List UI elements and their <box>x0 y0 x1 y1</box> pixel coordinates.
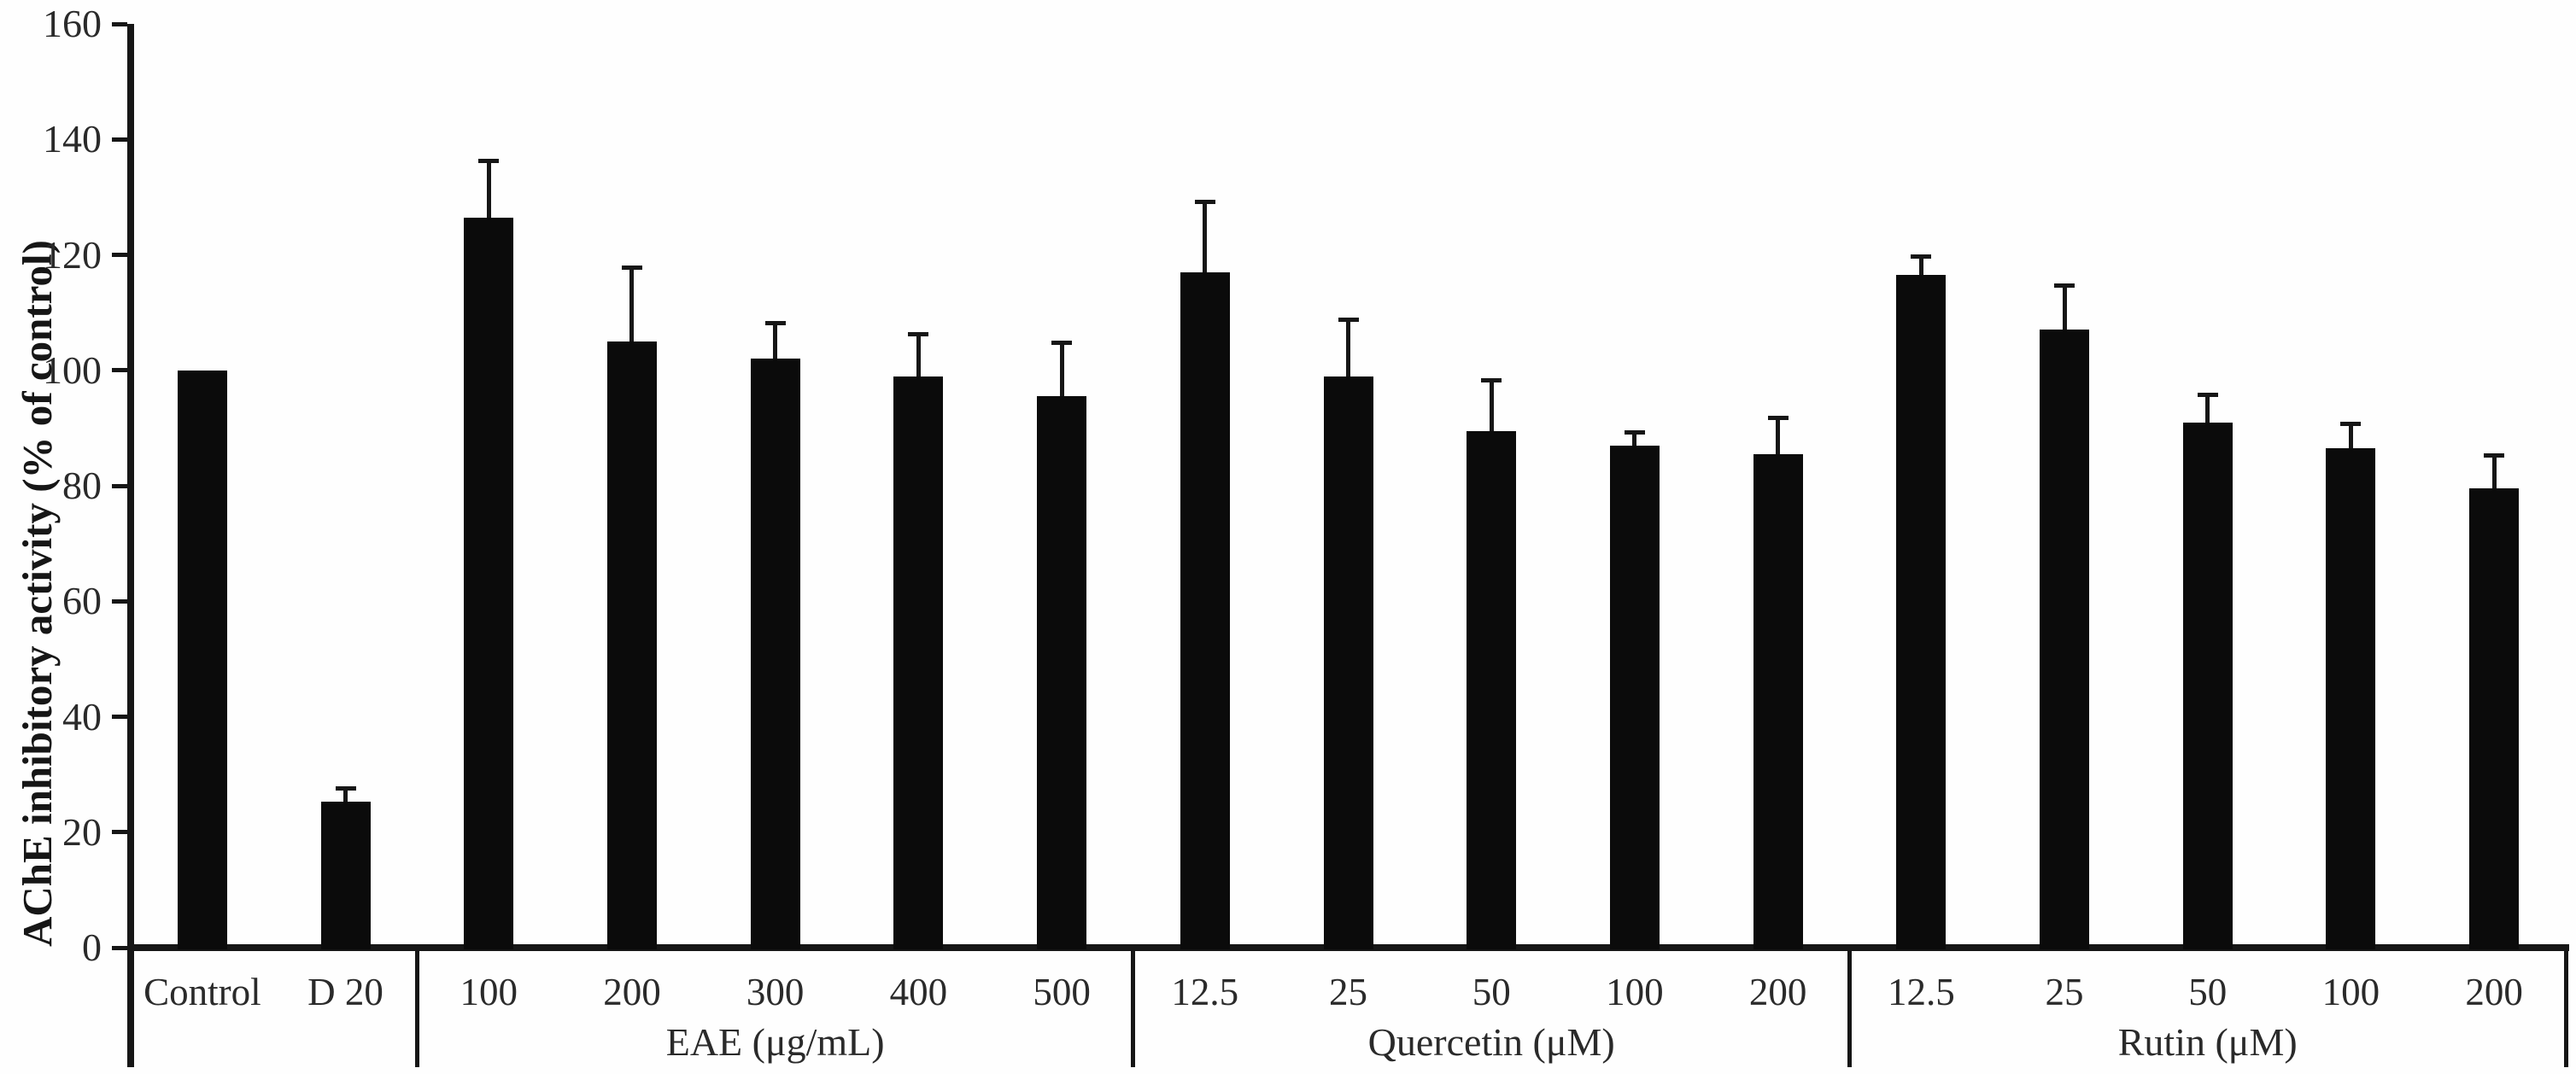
category-label: 400 <box>889 971 948 1013</box>
error-bar-cap <box>1911 254 1932 259</box>
category-label: 50 <box>2188 971 2228 1013</box>
category-label: 12.5 <box>1887 971 1955 1013</box>
bar <box>2182 422 2233 949</box>
category-label: 12.5 <box>1171 971 1239 1013</box>
bar <box>893 376 944 949</box>
error-bar-cap <box>1624 430 1645 435</box>
bar <box>177 370 227 949</box>
bar <box>1896 275 1947 949</box>
category-label: D 20 <box>307 971 383 1013</box>
y-tick-label: 60 <box>62 579 102 623</box>
error-bar-whisker <box>2348 424 2353 449</box>
bar <box>1753 453 1803 949</box>
error-bar-whisker <box>343 790 348 802</box>
category-label: 200 <box>1748 971 1807 1013</box>
y-tick <box>112 137 127 142</box>
error-bar-whisker <box>2062 286 2067 330</box>
error-bar-cap <box>2340 421 2362 426</box>
category-label: 500 <box>1033 971 1091 1013</box>
error-bar-whisker <box>1346 321 1350 376</box>
error-bar-whisker <box>773 324 778 359</box>
group-separator <box>1847 948 1852 1067</box>
y-axis-line <box>127 24 134 1067</box>
error-bar-whisker <box>2491 457 2497 489</box>
error-bar-cap <box>335 786 356 791</box>
error-bar-whisker <box>1776 419 1781 454</box>
group-separator <box>414 948 419 1067</box>
error-bar-cap <box>478 159 500 164</box>
error-bar-cap <box>1481 378 1502 383</box>
category-label: Control <box>143 971 261 1013</box>
error-bar-whisker <box>1203 202 1208 272</box>
group-separator <box>2563 948 2568 1067</box>
bar <box>1467 430 1517 949</box>
error-bar-cap <box>764 320 786 325</box>
y-tick <box>112 715 127 719</box>
error-bar-whisker <box>1632 434 1637 446</box>
bar <box>2326 448 2376 949</box>
error-bar-whisker <box>629 269 635 341</box>
bar <box>464 217 514 949</box>
y-tick-label: 20 <box>62 809 102 854</box>
error-bar-whisker <box>1059 344 1064 397</box>
category-label: 100 <box>460 971 518 1013</box>
y-tick-label: 100 <box>43 347 102 392</box>
y-tick-label: 120 <box>43 232 102 277</box>
y-tick <box>112 830 127 835</box>
bar <box>2469 488 2520 949</box>
bar <box>1323 376 1373 949</box>
group-separator <box>1131 948 1136 1067</box>
category-label: 25 <box>2045 971 2084 1013</box>
bar <box>750 359 800 949</box>
y-tick <box>112 598 127 604</box>
error-bar-cap <box>1051 341 1073 346</box>
error-bar-whisker <box>1489 382 1494 431</box>
error-bar-cap <box>2197 393 2218 398</box>
bar <box>606 341 657 949</box>
error-bar-whisker <box>1918 257 1923 276</box>
y-tick-label: 140 <box>43 117 102 161</box>
error-bar-cap <box>1194 199 1215 204</box>
bar <box>1180 271 1230 949</box>
category-label: 300 <box>746 971 805 1013</box>
group-label: EAE (μg/mL) <box>665 1020 885 1064</box>
y-tick <box>112 483 127 488</box>
category-label: 100 <box>2321 971 2380 1013</box>
y-tick <box>112 253 127 257</box>
group-label: Quercetin (μM) <box>1367 1020 1615 1064</box>
error-bar-cap <box>1338 318 1359 323</box>
error-bar-cap <box>621 266 642 271</box>
bar <box>320 801 371 949</box>
category-label: 50 <box>1472 971 1511 1013</box>
error-bar-cap <box>2054 283 2075 288</box>
error-bar-whisker <box>916 336 921 376</box>
y-tick-label: 0 <box>82 925 102 969</box>
bar <box>1609 445 1660 949</box>
category-label: 25 <box>1328 971 1367 1013</box>
error-bar-cap <box>2484 453 2505 458</box>
bar <box>1037 396 1087 949</box>
group-label: Rutin (μM) <box>2117 1020 2298 1064</box>
y-axis-label: AChE inhibitory activity (% of control) <box>14 240 61 947</box>
category-label: 200 <box>2465 971 2523 1013</box>
category-label: 200 <box>603 971 661 1013</box>
y-tick <box>112 368 127 373</box>
y-tick <box>112 21 127 26</box>
bar <box>2040 330 2090 949</box>
error-bar-cap <box>1767 416 1789 421</box>
category-label: 100 <box>1606 971 1664 1013</box>
error-bar-whisker <box>2205 396 2210 423</box>
error-bar-cap <box>908 332 929 337</box>
y-tick <box>112 945 127 950</box>
y-tick-label: 160 <box>43 2 102 45</box>
error-bar-whisker <box>486 162 491 218</box>
y-tick-label: 40 <box>62 694 102 738</box>
y-tick-label: 80 <box>62 464 102 507</box>
